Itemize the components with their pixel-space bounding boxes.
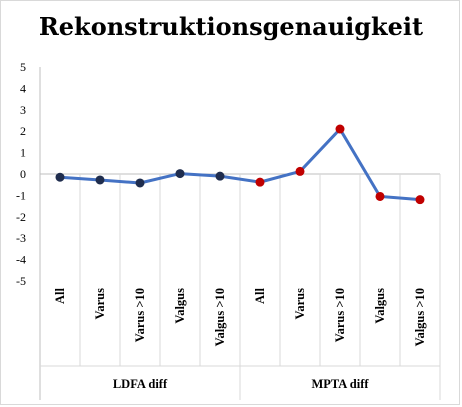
y-tick-label: -1: [16, 188, 26, 202]
x-tick-label: Valgus: [373, 288, 387, 324]
x-tick-label: Valgus: [173, 288, 187, 324]
x-tick-label: All: [253, 287, 267, 304]
y-tick-label: 5: [20, 60, 26, 74]
data-point: [335, 124, 345, 134]
chart-title: Rekonstruktionsgenauigkeit: [38, 12, 424, 41]
y-tick-label: -3: [16, 231, 26, 245]
group-label: MPTA diff: [311, 377, 369, 391]
y-tick-label: -5: [16, 274, 26, 288]
series-line: [59, 127, 421, 202]
x-tick-label: Valgus >10: [213, 288, 227, 346]
data-point: [295, 166, 305, 176]
y-tick-label: 3: [20, 103, 26, 117]
data-point: [375, 191, 385, 201]
x-tick-label: Varus >10: [333, 288, 347, 342]
data-point: [135, 178, 145, 188]
data-point: [55, 172, 65, 182]
y-tick-label: -4: [16, 253, 26, 267]
x-tick-label: Valgus >10: [413, 288, 427, 346]
y-tick-label: 0: [20, 167, 26, 181]
data-point: [415, 195, 425, 205]
x-tick-label: All: [53, 287, 67, 304]
y-tick-label: 2: [20, 124, 26, 138]
group-label: LDFA diff: [113, 377, 168, 391]
data-point: [255, 177, 265, 187]
y-tick-label: 4: [20, 81, 26, 95]
y-tick-label: 1: [20, 146, 26, 160]
data-point: [95, 175, 105, 185]
data-point: [175, 169, 185, 179]
x-tick-label: Varus: [93, 288, 107, 320]
x-tick-label: Varus >10: [133, 288, 147, 342]
x-tick-label: Varus: [293, 288, 307, 320]
y-tick-label: -2: [16, 210, 26, 224]
data-point: [215, 171, 225, 181]
